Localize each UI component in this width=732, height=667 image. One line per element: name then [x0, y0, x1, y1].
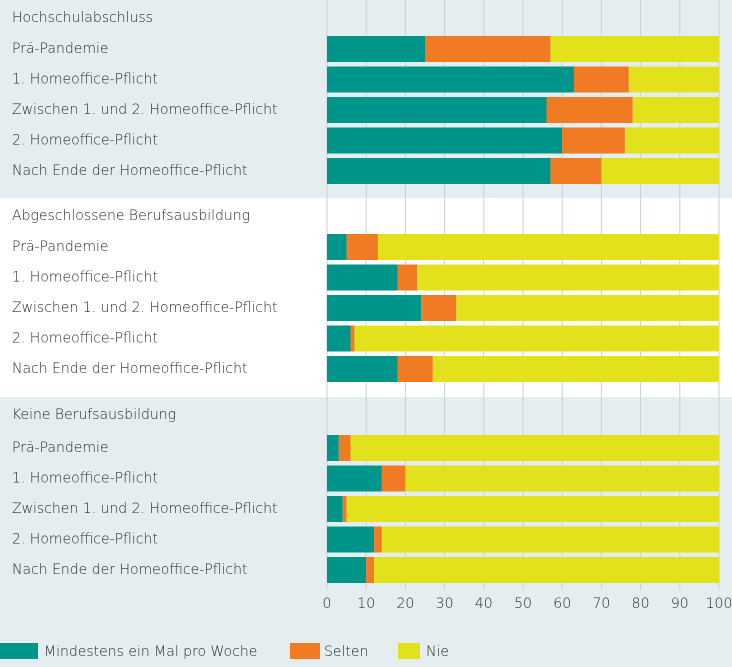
legend-swatch	[0, 643, 38, 659]
x-tick-label: 30	[436, 596, 454, 612]
y-tick-label: 2. Homeoffice-Pflicht	[12, 331, 158, 347]
x-tick-label: 90	[671, 596, 689, 612]
legend-label: Selten	[324, 644, 368, 660]
bar-segment	[327, 127, 563, 154]
bar-segment	[327, 356, 398, 382]
bar-segment	[421, 295, 457, 321]
bar-segment	[327, 97, 547, 123]
bar-segment	[562, 127, 625, 154]
bar-segment	[628, 66, 719, 93]
group-title: Abgeschlossene Berufsausbildung	[12, 208, 250, 224]
bar-segment	[327, 295, 422, 321]
bar-segment	[350, 435, 719, 461]
bar-segment	[366, 557, 375, 583]
x-tick-label: 50	[514, 596, 532, 612]
bar-segment	[327, 526, 375, 553]
bar-segment	[327, 264, 398, 291]
y-tick-label: Zwischen 1. und 2. Homeoffice-Pflicht	[12, 300, 277, 316]
bar-segment	[456, 295, 719, 321]
bar-segment	[327, 325, 351, 352]
y-tick-label: Nach Ende der Homeoffice-Pflicht	[12, 562, 247, 578]
bar-segment	[377, 234, 719, 260]
y-tick-label: 1. Homeoffice-Pflicht	[12, 270, 158, 286]
y-tick-label: 1. Homeoffice-Pflicht	[12, 72, 158, 88]
bar-segment	[327, 496, 343, 522]
bar-segment	[342, 496, 347, 522]
bar-segment	[550, 36, 719, 62]
y-tick-label: Prä-Pandemie	[12, 239, 109, 255]
y-tick-label: Zwischen 1. und 2. Homeoffice-Pflicht	[12, 501, 277, 517]
bar-segment	[327, 465, 382, 492]
x-tick-label: 60	[553, 596, 571, 612]
bar-segment	[573, 66, 629, 93]
bar-segment	[350, 325, 355, 352]
x-tick-label: 0	[323, 596, 332, 612]
y-tick-label: Prä-Pandemie	[12, 41, 109, 57]
x-tick-label: 100	[706, 596, 732, 612]
y-tick-label: Zwischen 1. und 2. Homeoffice-Pflicht	[12, 102, 277, 118]
bar-segment	[327, 234, 347, 260]
bar-segment	[397, 264, 418, 291]
bar-segment	[346, 234, 378, 260]
y-tick-label: Nach Ende der Homeoffice-Pflicht	[12, 361, 247, 377]
bar-segment	[346, 496, 719, 522]
bar-segment	[374, 526, 382, 553]
legend-swatch	[290, 643, 320, 659]
bar-segment	[432, 356, 719, 382]
bar-segment	[624, 127, 719, 154]
y-tick-label: 2. Homeoffice-Pflicht	[12, 532, 158, 548]
bar-segment	[632, 97, 719, 123]
y-tick-label: Nach Ende der Homeoffice-Pflicht	[12, 163, 247, 179]
group-title: Keine Berufsausbildung	[12, 407, 176, 423]
bar-segment	[338, 435, 351, 461]
legend-label: Nie	[426, 644, 449, 660]
y-tick-label: 2. Homeoffice-Pflicht	[12, 133, 158, 149]
bar-segment	[327, 36, 425, 62]
bar-segment	[546, 97, 633, 123]
legend-label: Mindestens ein Mal pro Woche	[44, 644, 257, 660]
y-tick-label: 1. Homeoffice-Pflicht	[12, 471, 158, 487]
group-title: Hochschulabschluss	[12, 10, 153, 26]
x-tick-label: 70	[592, 596, 610, 612]
bar-segment	[405, 465, 719, 492]
bar-segment	[425, 36, 551, 62]
bar-segment	[381, 465, 406, 492]
bar-segment	[550, 158, 602, 184]
bar-segment	[601, 158, 719, 184]
bar-segment	[327, 66, 574, 93]
bar-segment	[397, 356, 433, 382]
x-tick-label: 10	[357, 596, 375, 612]
bar-segment	[327, 435, 339, 461]
bar-segment	[374, 557, 719, 583]
bar-segment	[381, 526, 719, 553]
x-tick-label: 20	[396, 596, 414, 612]
legend-swatch	[398, 643, 420, 659]
x-tick-label: 80	[632, 596, 650, 612]
bar-segment	[354, 325, 719, 352]
y-tick-label: Prä-Pandemie	[12, 440, 109, 456]
bar-segment	[417, 264, 719, 291]
bar-segment	[327, 158, 551, 184]
x-tick-label: 40	[475, 596, 493, 612]
bar-segment	[327, 557, 367, 583]
